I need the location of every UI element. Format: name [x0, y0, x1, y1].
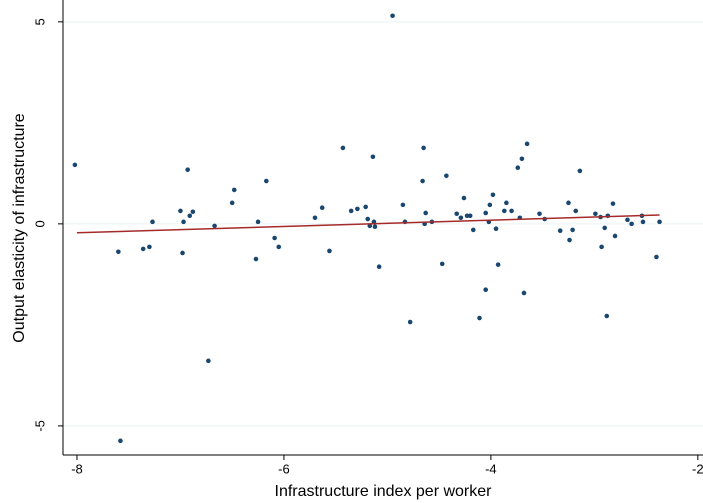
- point: [255, 219, 261, 225]
- point: [370, 154, 376, 160]
- x-tick-label: -8: [71, 461, 83, 476]
- point: [420, 178, 425, 184]
- point: [570, 227, 575, 233]
- point: [407, 319, 413, 325]
- point: [625, 217, 630, 223]
- point: [72, 162, 78, 168]
- point: [206, 358, 211, 364]
- point: [147, 244, 152, 250]
- point: [253, 256, 259, 262]
- point: [319, 205, 325, 210]
- point: [470, 227, 476, 233]
- point: [493, 226, 499, 232]
- point: [372, 224, 378, 229]
- point: [365, 216, 371, 222]
- point: [515, 165, 521, 170]
- point: [264, 178, 269, 184]
- point: [390, 13, 395, 19]
- point: [657, 219, 662, 225]
- point: [612, 233, 618, 239]
- point: [150, 219, 155, 225]
- point: [272, 235, 277, 241]
- x-tick-label: -4: [485, 461, 497, 476]
- point: [312, 215, 318, 221]
- point: [483, 210, 489, 216]
- point: [504, 200, 509, 206]
- point: [118, 438, 123, 444]
- point: [190, 209, 196, 215]
- point: [116, 249, 121, 255]
- point: [640, 219, 646, 225]
- point: [376, 264, 382, 269]
- y-axis-title: Output elasticity of infrastructure: [11, 113, 28, 343]
- point: [363, 204, 368, 210]
- point: [400, 202, 406, 208]
- point: [654, 254, 659, 260]
- point: [495, 262, 501, 267]
- y-tick-label: 5: [32, 18, 47, 25]
- point: [187, 213, 193, 219]
- point: [180, 250, 185, 256]
- point: [181, 219, 186, 225]
- point: [502, 208, 507, 214]
- point: [490, 192, 496, 198]
- point: [537, 211, 542, 217]
- x-tick-label: -6: [278, 461, 290, 476]
- point: [276, 244, 282, 250]
- fit-line: [76, 214, 660, 234]
- x-tick-label: -2: [692, 461, 703, 476]
- point: [229, 200, 235, 206]
- point: [610, 201, 616, 206]
- point: [355, 206, 360, 212]
- point: [573, 208, 579, 214]
- point: [467, 213, 473, 219]
- point: [421, 145, 426, 151]
- point: [577, 168, 583, 174]
- point: [524, 141, 530, 147]
- point: [461, 195, 467, 201]
- point: [231, 187, 237, 193]
- y-tick-label: 0: [32, 220, 47, 227]
- point: [454, 211, 460, 217]
- point: [367, 223, 373, 229]
- point: [521, 290, 527, 296]
- point: [509, 208, 514, 214]
- point: [340, 145, 346, 151]
- point: [185, 167, 190, 173]
- point: [140, 246, 146, 252]
- point: [557, 228, 563, 234]
- point: [444, 173, 449, 179]
- point: [593, 211, 598, 217]
- point: [423, 210, 428, 216]
- point: [348, 208, 354, 214]
- point: [483, 287, 489, 293]
- point: [629, 221, 634, 227]
- y-tick-label: -5: [32, 420, 47, 432]
- point: [604, 313, 610, 319]
- point: [519, 156, 525, 162]
- point: [178, 208, 183, 214]
- point: [458, 215, 464, 221]
- point: [599, 244, 604, 250]
- point: [487, 202, 493, 208]
- point: [602, 225, 607, 231]
- x-axis-title: Infrastructure index per worker: [275, 483, 493, 500]
- point: [567, 237, 572, 243]
- point: [439, 261, 445, 267]
- point: [212, 223, 217, 229]
- point: [477, 315, 482, 321]
- point: [327, 248, 332, 254]
- point: [566, 200, 571, 206]
